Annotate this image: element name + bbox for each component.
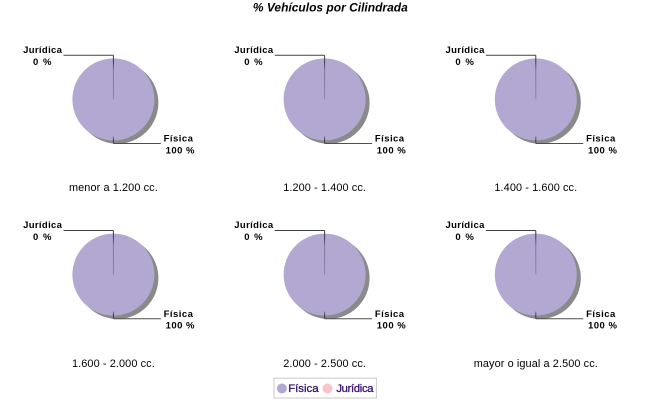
svg-text:0 %: 0 % bbox=[455, 232, 474, 243]
svg-text:0 %: 0 % bbox=[33, 232, 52, 243]
svg-text:mayor o igual a 2.500 cc.: mayor o igual a 2.500 cc. bbox=[474, 358, 598, 370]
svg-text:100 %: 100 % bbox=[588, 321, 617, 332]
svg-text:Física: Física bbox=[375, 309, 405, 320]
svg-text:0 %: 0 % bbox=[455, 57, 474, 68]
svg-text:Física: Física bbox=[375, 134, 405, 145]
svg-text:1.200 - 1.400 cc.: 1.200 - 1.400 cc. bbox=[283, 182, 366, 194]
svg-text:menor a 1.200 cc.: menor a 1.200 cc. bbox=[69, 182, 158, 194]
svg-text:Jurídica: Jurídica bbox=[445, 220, 485, 231]
svg-text:100 %: 100 % bbox=[166, 321, 195, 332]
svg-text:Jurídica: Jurídica bbox=[23, 45, 63, 56]
svg-text:0 %: 0 % bbox=[244, 57, 263, 68]
svg-text:Física: Física bbox=[164, 309, 194, 320]
svg-text:Jurídica: Jurídica bbox=[234, 45, 274, 56]
svg-text:Jurídica: Jurídica bbox=[23, 220, 63, 231]
svg-text:Física: Física bbox=[164, 134, 194, 145]
svg-text:Jurídica: Jurídica bbox=[336, 383, 374, 395]
svg-text:100 %: 100 % bbox=[588, 146, 617, 157]
svg-text:% Vehículos por Cilindrada: % Vehículos por Cilindrada bbox=[253, 1, 408, 15]
svg-text:2.000 - 2.500 cc.: 2.000 - 2.500 cc. bbox=[283, 358, 366, 370]
svg-text:Jurídica: Jurídica bbox=[445, 45, 485, 56]
svg-text:100 %: 100 % bbox=[377, 146, 406, 157]
svg-text:0 %: 0 % bbox=[244, 232, 263, 243]
svg-text:100 %: 100 % bbox=[166, 146, 195, 157]
svg-text:Física: Física bbox=[586, 309, 616, 320]
svg-text:Física: Física bbox=[586, 134, 616, 145]
svg-text:1.400 - 1.600 cc.: 1.400 - 1.600 cc. bbox=[494, 182, 577, 194]
svg-text:Física: Física bbox=[288, 383, 319, 395]
svg-text:Jurídica: Jurídica bbox=[234, 220, 274, 231]
svg-text:0 %: 0 % bbox=[33, 57, 52, 68]
svg-text:100 %: 100 % bbox=[377, 321, 406, 332]
svg-text:1.600 - 2.000 cc.: 1.600 - 2.000 cc. bbox=[72, 358, 155, 370]
